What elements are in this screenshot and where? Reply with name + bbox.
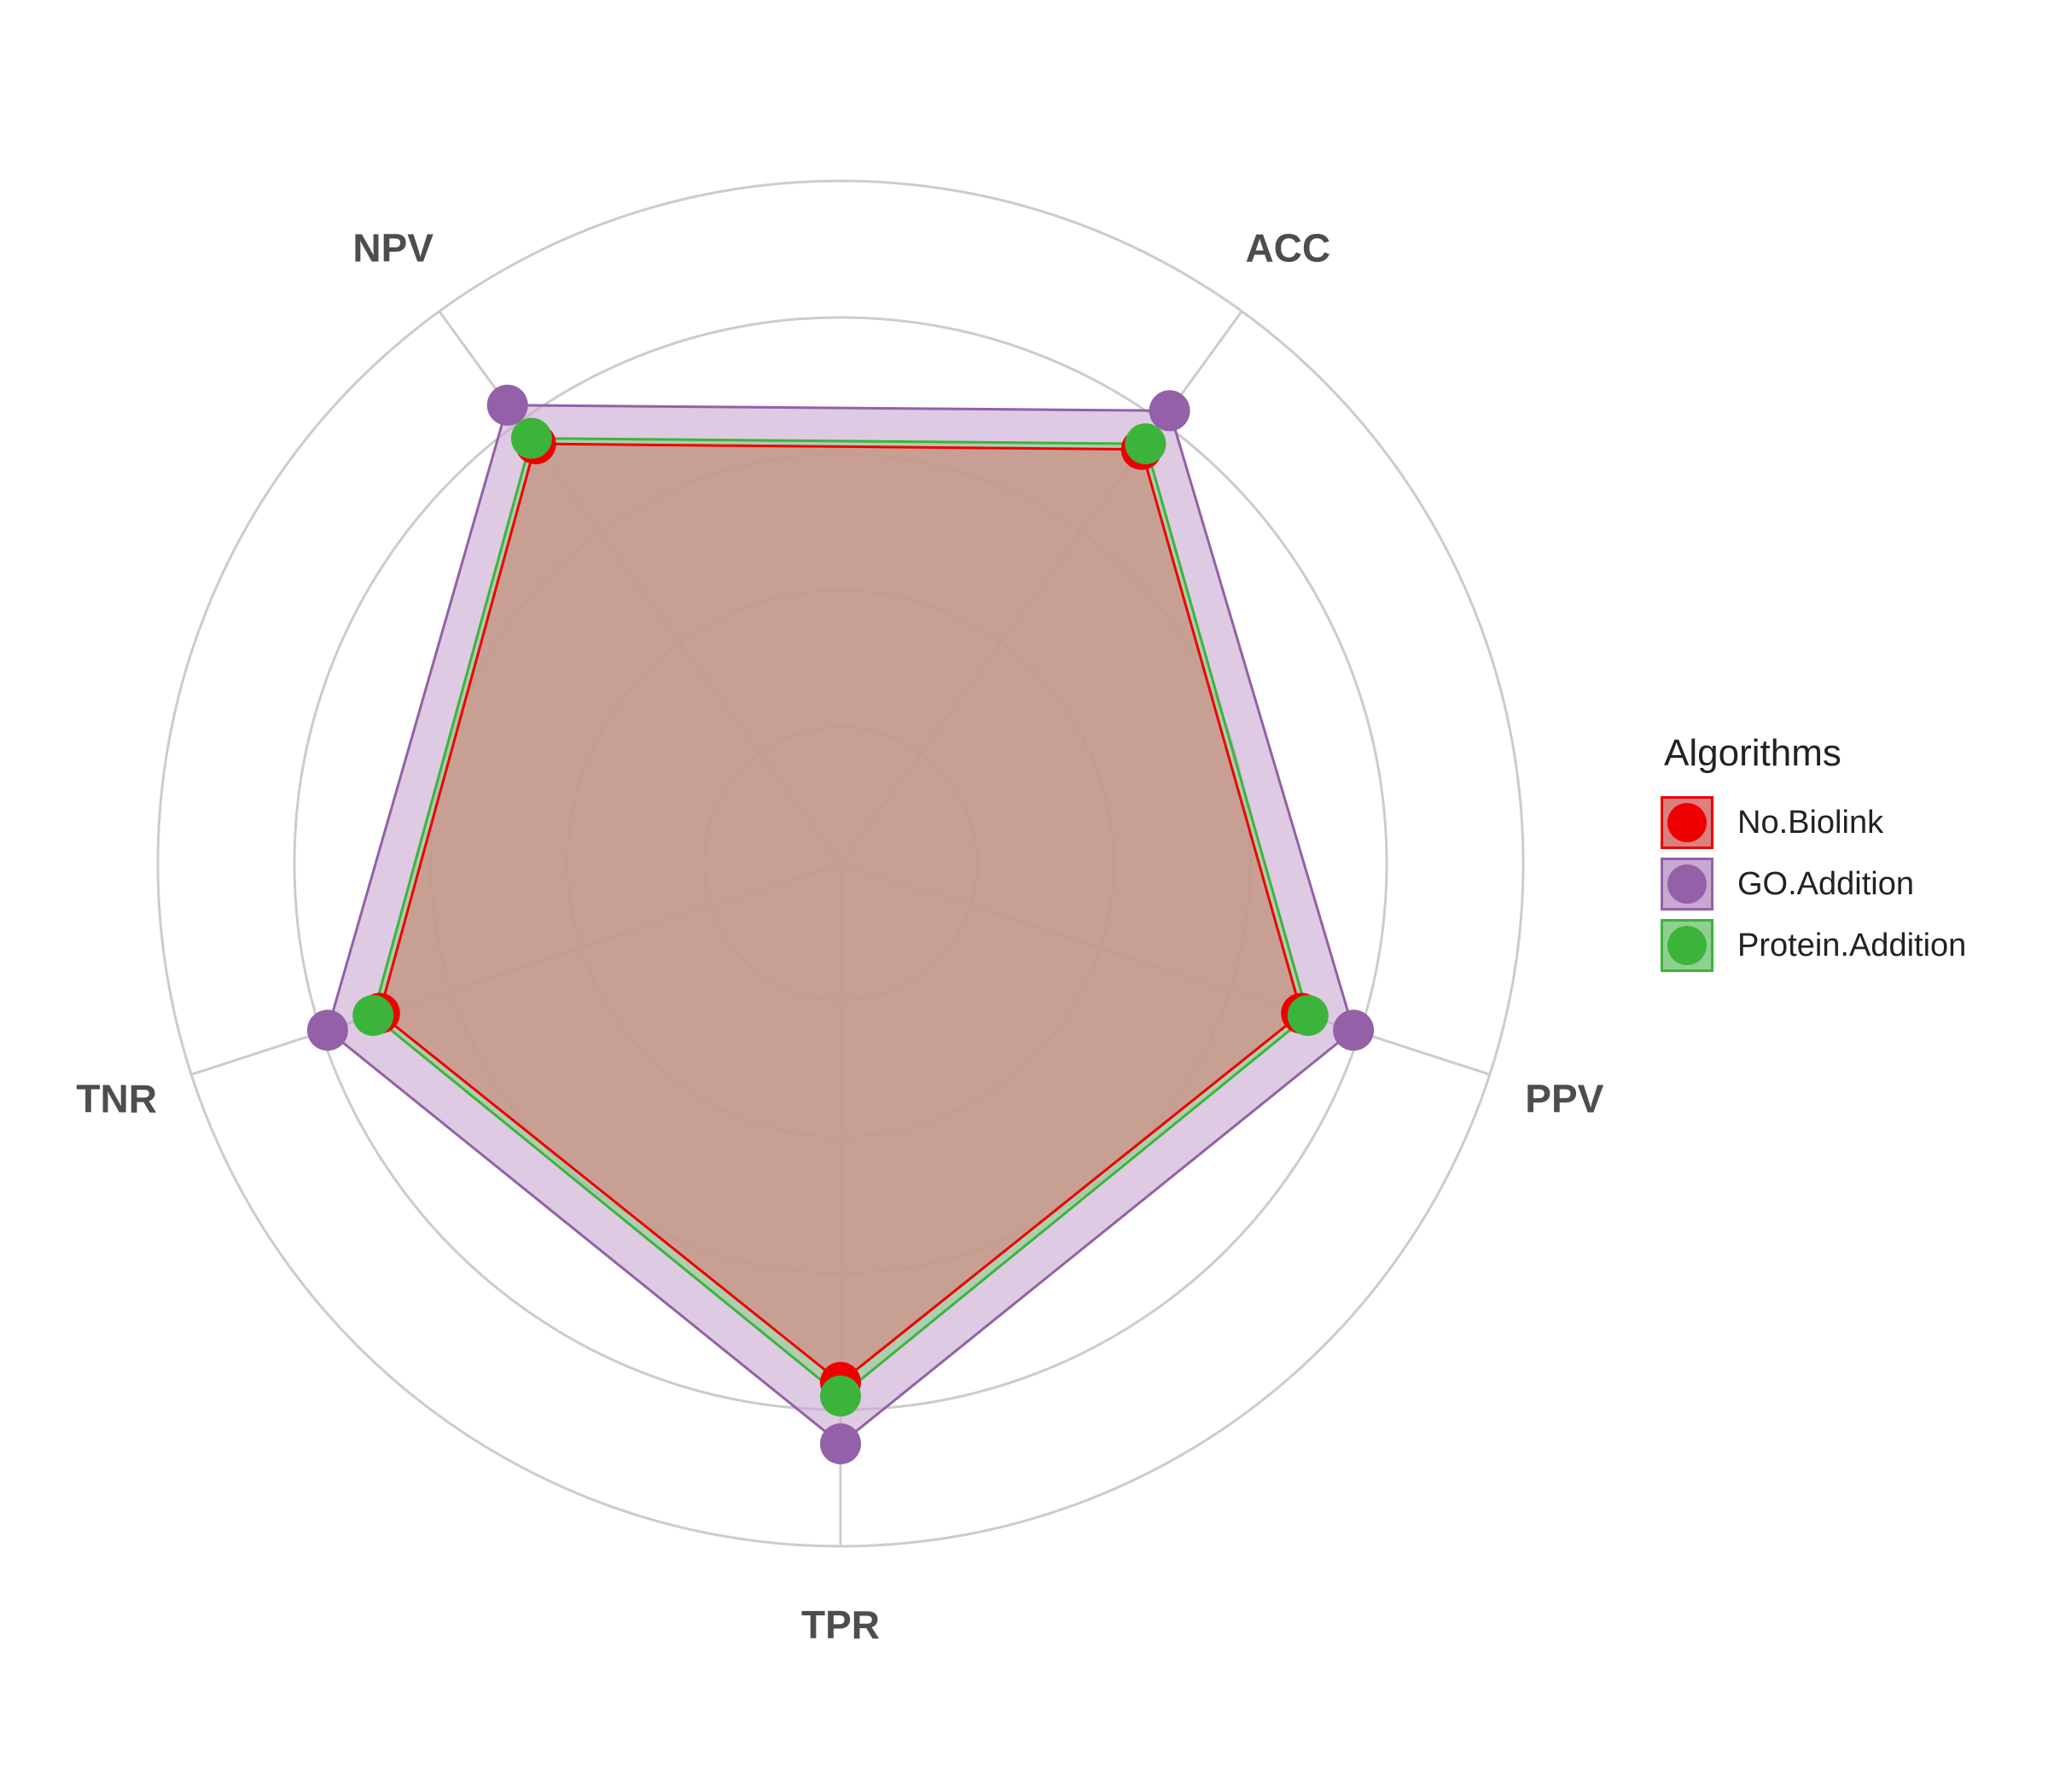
point-go-addition-tnr — [306, 1009, 348, 1051]
legend-label: Protein.Addition — [1737, 927, 1967, 963]
axis-label-tpr: TPR — [801, 1603, 880, 1647]
point-go-addition-acc — [1149, 390, 1190, 432]
point-go-addition-tpr — [820, 1423, 861, 1464]
axis-label-npv: NPV — [352, 225, 433, 270]
point-protein-addition-npv — [510, 417, 552, 459]
legend: Algorithms No.Biolink GO.Addition Protein.… — [1661, 732, 1966, 976]
series-outline-go-addition — [326, 404, 1355, 1446]
point-protein-addition-ppv — [1287, 995, 1329, 1036]
legend-label: No.Biolink — [1737, 804, 1884, 841]
legend-item-go-addition: GO.Addition — [1661, 853, 1966, 915]
legend-swatch — [1661, 919, 1713, 972]
legend-item-no-biolink: No.Biolink — [1661, 792, 1966, 853]
legend-swatch — [1661, 858, 1713, 911]
axis-labels: ACC PPV TPR TNR NPV — [76, 225, 1603, 1647]
legend-title: Algorithms — [1664, 732, 1841, 774]
legend-label: GO.Addition — [1737, 865, 1914, 902]
axis-label-tnr: TNR — [76, 1077, 157, 1121]
legend-marker — [1667, 803, 1707, 842]
series-outline-protein-addition — [371, 437, 1310, 1398]
point-go-addition-npv — [486, 384, 528, 426]
point-go-addition-ppv — [1333, 1009, 1375, 1051]
radar-series — [306, 384, 1375, 1464]
legend-items: No.Biolink GO.Addition Protein.Addition — [1661, 792, 1966, 976]
legend-swatch — [1661, 796, 1713, 849]
point-protein-addition-acc — [1125, 423, 1167, 465]
legend-item-protein-addition: Protein.Addition — [1661, 915, 1966, 976]
legend-marker — [1667, 864, 1707, 904]
series-outline-no-biolink — [378, 442, 1303, 1384]
point-protein-addition-tpr — [820, 1376, 861, 1417]
axis-label-ppv: PPV — [1525, 1077, 1603, 1121]
point-protein-addition-tnr — [352, 995, 394, 1036]
series-area-no-biolink — [379, 444, 1302, 1382]
legend-marker — [1667, 926, 1707, 965]
axis-label-acc: ACC — [1245, 225, 1330, 270]
